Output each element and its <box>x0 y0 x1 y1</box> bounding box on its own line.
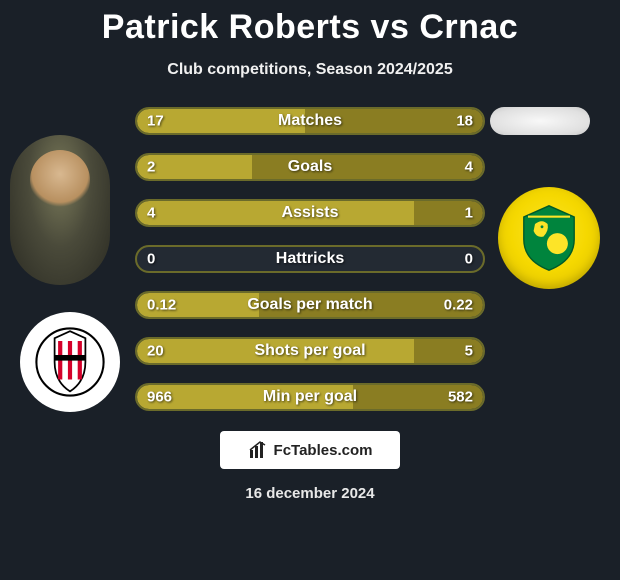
stat-bars-container: 17 18 Matches 2 4 Goals 4 1 Assists 0 0 Hattricks 0.… <box>135 107 485 411</box>
stat-label: Goals <box>288 158 332 176</box>
brand-text: FcTables.com <box>274 442 373 459</box>
player2-value: 582 <box>448 389 473 406</box>
stat-row: 20 5 Shots per goal <box>135 337 485 365</box>
player2-value: 0 <box>465 251 473 268</box>
player2-value: 1 <box>465 205 473 222</box>
stat-label: Assists <box>282 204 339 222</box>
player1-value: 0 <box>147 251 155 268</box>
stat-row: 966 582 Min per goal <box>135 383 485 411</box>
sunderland-crest-icon <box>35 327 105 397</box>
player1-value: 966 <box>147 389 172 406</box>
comparison-panel: 17 18 Matches 2 4 Goals 4 1 Assists 0 0 Hattricks 0.… <box>0 107 620 411</box>
player2-club-badge <box>498 187 600 289</box>
stat-label: Goals per match <box>247 296 372 314</box>
player1-value: 17 <box>147 113 164 130</box>
stat-label: Min per goal <box>263 388 357 406</box>
player1-value: 4 <box>147 205 155 222</box>
stat-row: 0 0 Hattricks <box>135 245 485 273</box>
player1-bar <box>137 201 414 225</box>
player2-value: 18 <box>456 113 473 130</box>
player2-avatar <box>490 107 590 135</box>
player1-club-badge <box>20 312 120 412</box>
bars-icon <box>248 440 268 460</box>
stat-label: Shots per goal <box>254 342 365 360</box>
subtitle: Club competitions, Season 2024/2025 <box>0 61 620 79</box>
stat-row: 0.12 0.22 Goals per match <box>135 291 485 319</box>
player1-value: 2 <box>147 159 155 176</box>
stat-row: 2 4 Goals <box>135 153 485 181</box>
stat-label: Matches <box>278 112 342 130</box>
player2-value: 0.22 <box>444 297 473 314</box>
player2-value: 4 <box>465 159 473 176</box>
player1-value: 0.12 <box>147 297 176 314</box>
norwich-crest-icon <box>514 203 584 273</box>
footer-date: 16 december 2024 <box>0 485 620 502</box>
player1-avatar <box>10 135 110 285</box>
stat-row: 4 1 Assists <box>135 199 485 227</box>
stat-label: Hattricks <box>276 250 344 268</box>
page-title: Patrick Roberts vs Crnac <box>0 0 620 47</box>
player2-value: 5 <box>465 343 473 360</box>
stat-row: 17 18 Matches <box>135 107 485 135</box>
player1-value: 20 <box>147 343 164 360</box>
brand-badge: FcTables.com <box>220 431 400 469</box>
